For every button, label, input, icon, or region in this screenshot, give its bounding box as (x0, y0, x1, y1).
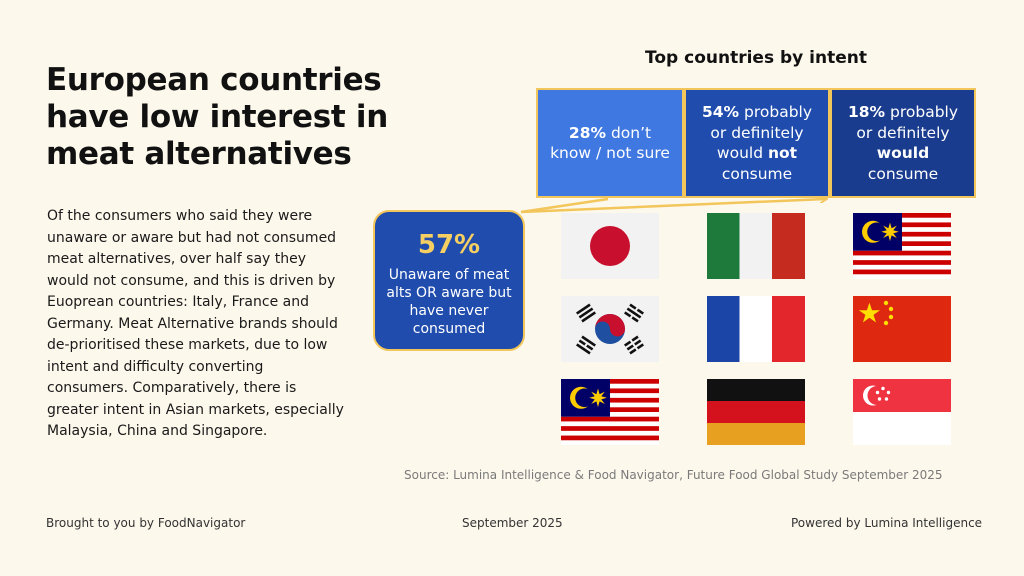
segment-1-percent: 28% (568, 123, 607, 142)
body-paragraph: Of the consumers who said they were unaw… (47, 208, 344, 439)
flag-malaysia-icon (561, 379, 659, 445)
segment-2-percent: 54% (701, 103, 740, 121)
page-title: European countries have low interest in … (46, 62, 388, 172)
segment-3-percent: 18% (847, 103, 886, 121)
segment-box-would-not: 54% probably or definitely would not con… (684, 88, 830, 198)
segment-box-dont-know: 28% don’t know / not sure (536, 88, 684, 198)
segment-2-text: probably or definitely would (710, 103, 813, 162)
flag-malaysia-icon (853, 213, 951, 279)
callout-label: Unaware of meat alts OR aware but have n… (386, 267, 512, 337)
segment-3-text: probably or definitely (856, 103, 959, 142)
callout-percent: 57% (417, 230, 481, 260)
source-note: Source: Lumina Intelligence & Food Navig… (404, 468, 943, 482)
segment-3-emphasis: would (876, 144, 930, 162)
flag-south-korea-icon (561, 296, 659, 362)
footer-powered-by: Powered by Lumina Intelligence (791, 516, 983, 530)
footer-date: September 2025 (462, 516, 563, 530)
segment-2-emphasis: not (767, 144, 798, 162)
unaware-callout: 57% Unaware of meat alts OR aware but ha… (373, 210, 525, 351)
footer-brought-by: Brought to you by FoodNavigator (46, 516, 246, 530)
flag-singapore-icon (853, 379, 951, 445)
segment-3-text-end: consume (867, 164, 939, 183)
flag-japan-icon (561, 213, 659, 279)
segment-1-text: don’t know / not sure (550, 123, 670, 163)
arrow-baseline (520, 199, 826, 214)
flag-germany-icon (707, 379, 805, 445)
flag-france-icon (707, 296, 805, 362)
arrow-to-segment-1 (520, 197, 609, 214)
flag-china-icon (853, 296, 951, 362)
segment-box-would: 18% probably or definitely would consume (830, 88, 976, 198)
chart-title: Top countries by intent (645, 48, 867, 68)
flag-italy-icon (707, 213, 805, 279)
segment-2-text-end: consume (721, 164, 793, 183)
